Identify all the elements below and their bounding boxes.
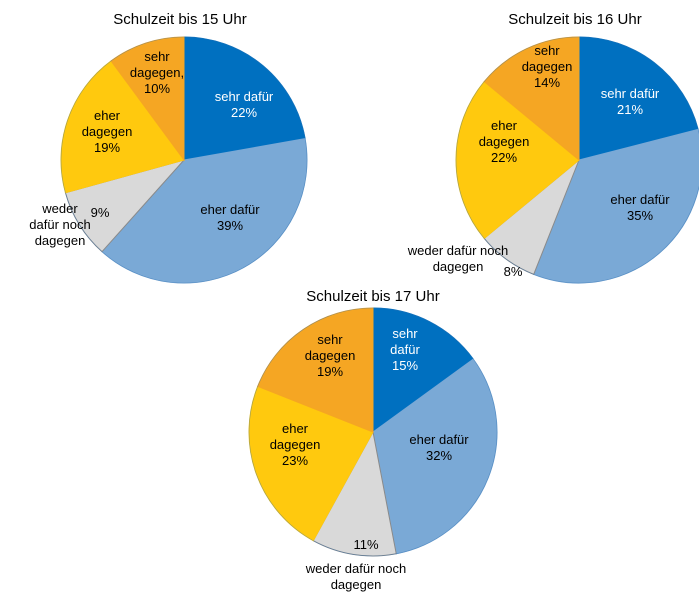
slice-label: eher dagegen 19%	[82, 108, 133, 155]
slice-label: eher dagegen 22%	[479, 118, 530, 165]
slice-label: sehr dagegen 19%	[305, 332, 356, 379]
slice-label: sehr dafür 15%	[390, 326, 420, 373]
slice-label: eher dagegen 23%	[270, 421, 321, 468]
slice-label: eher dafür 35%	[610, 192, 670, 223]
slice-label: 9%	[91, 205, 110, 220]
outside-label: weder dafür noch dagegen	[305, 561, 406, 592]
outside-label: weder dafür noch dagegen	[29, 201, 90, 248]
pie-chart-2: Schulzeit bis 16 Uhr sehr dafür 21% eher da…	[407, 11, 699, 284]
slice-label: sehr dafür 21%	[601, 86, 660, 117]
slice-label: eher dafür 32%	[409, 432, 469, 463]
pie-chart-3: Schulzeit bis 17 Uhr sehr dafür 15% eher daf…	[248, 288, 498, 592]
slice-label: 8%	[504, 264, 523, 279]
slice-label: sehr dagegen 14%	[522, 43, 573, 90]
slice-label: eher dafür 39%	[200, 202, 260, 233]
pie-outline	[60, 36, 308, 284]
chart-title: Schulzeit bis 16 Uhr	[508, 11, 641, 28]
slice-label: 11%	[353, 537, 378, 552]
chart-title: Schulzeit bis 15 Uhr	[113, 11, 246, 28]
outside-label: weder dafür noch dagegen	[407, 243, 508, 274]
pie-outline	[455, 36, 699, 284]
pie-outline	[248, 307, 498, 557]
pie-chart-1: Schulzeit bis 15 Uhr sehr dafür 22% eher da…	[29, 11, 308, 284]
slice-label: sehr dagegen, 10%	[130, 49, 184, 96]
chart-title: Schulzeit bis 17 Uhr	[306, 288, 439, 305]
slice-label: sehr dafür 22%	[215, 89, 274, 120]
